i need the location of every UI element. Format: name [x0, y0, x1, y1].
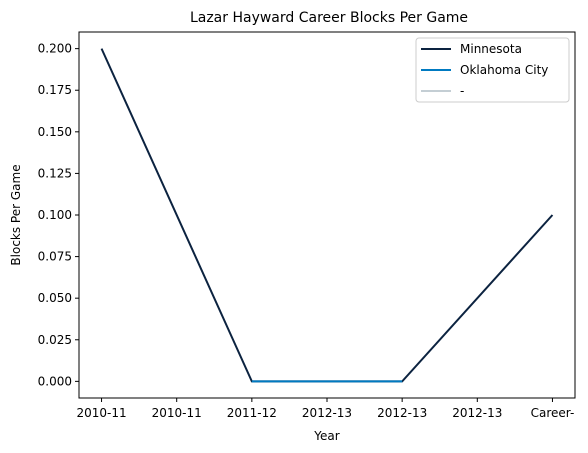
- x-tick-label: Career-: [531, 406, 575, 420]
- legend-label: -: [460, 84, 464, 98]
- axes-frame: [78, 31, 576, 399]
- y-tick-label: 0.150: [38, 125, 72, 139]
- x-axis-label: Year: [313, 429, 339, 443]
- legend-box: [415, 37, 570, 103]
- x-tick-label: 2012-13: [377, 406, 427, 420]
- y-tick-label: 0.050: [38, 291, 72, 305]
- y-tick-label: 0.125: [38, 166, 72, 180]
- chart-title: Lazar Hayward Career Blocks Per Game: [190, 10, 468, 26]
- x-tick-label: 2012-13: [302, 406, 352, 420]
- legend: Minnesota Oklahoma City -: [415, 37, 570, 103]
- y-tick-label: 0.025: [38, 333, 72, 347]
- y-tick-label: 0.075: [38, 250, 72, 264]
- x-tick-label: 2011-12: [227, 406, 277, 420]
- plot-area: 0.000 0.025 0.050 0.075 0.100 0.125 0.150 0.175…: [38, 31, 576, 420]
- legend-label: Oklahoma City: [460, 63, 548, 77]
- y-tick-label: 0.175: [38, 83, 72, 97]
- y-axis-label: Blocks Per Game: [9, 164, 23, 265]
- y-tick-label: 0.200: [38, 42, 72, 56]
- x-tick-label: 2012-13: [452, 406, 502, 420]
- legend-label: Minnesota: [460, 42, 522, 56]
- x-tick-label: 2010-11: [152, 406, 202, 420]
- y-tick-label: 0.000: [38, 374, 72, 388]
- x-tick-label: 2010-11: [76, 406, 126, 420]
- y-tick-label: 0.100: [38, 208, 72, 222]
